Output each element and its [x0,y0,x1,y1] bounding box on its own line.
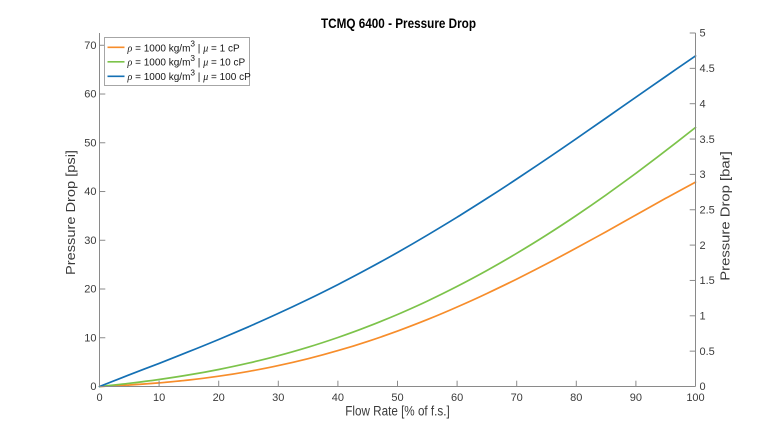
svg-text:4: 4 [700,98,706,110]
svg-text:60: 60 [451,392,463,404]
svg-text:50: 50 [84,138,96,150]
svg-text:60: 60 [84,89,96,101]
svg-text:20: 20 [213,392,225,404]
svg-text:ρ = 1000 kg/m3 | μ = 100 cP: ρ = 1000 kg/m3 | μ = 100 cP [127,67,252,83]
svg-text:ρ = 1000 kg/m3 | μ = 10 cP: ρ = 1000 kg/m3 | μ = 10 cP [127,53,246,69]
svg-text:0: 0 [700,381,706,393]
svg-text:30: 30 [84,235,96,247]
svg-text:90: 90 [630,392,642,404]
svg-text:5: 5 [700,28,706,40]
svg-text:70: 70 [511,392,523,404]
svg-text:10: 10 [153,392,165,404]
svg-text:50: 50 [391,392,403,404]
svg-text:70: 70 [84,40,96,52]
svg-text:1: 1 [700,311,706,323]
svg-text:40: 40 [84,186,96,198]
svg-text:3.5: 3.5 [700,134,715,146]
svg-text:2.5: 2.5 [700,205,715,217]
svg-text:4.5: 4.5 [700,63,715,75]
svg-text:3: 3 [700,169,706,181]
svg-text:Flow Rate [% of f.s.]: Flow Rate [% of f.s.] [345,403,450,418]
svg-text:10: 10 [84,333,96,345]
svg-text:40: 40 [332,392,344,404]
svg-text:0.5: 0.5 [700,346,715,358]
svg-text:30: 30 [272,392,284,404]
svg-text:100: 100 [686,392,704,404]
svg-text:0: 0 [90,381,96,393]
svg-text:ρ = 1000 kg/m3 | μ = 1 cP: ρ = 1000 kg/m3 | μ = 1 cP [127,39,240,55]
svg-text:2: 2 [700,240,706,252]
svg-text:20: 20 [84,284,96,296]
svg-text:1.5: 1.5 [700,275,715,287]
svg-text:TCMQ 6400 - Pressure Drop: TCMQ 6400 - Pressure Drop [321,15,476,31]
svg-text:80: 80 [570,392,582,404]
svg-text:0: 0 [96,392,102,404]
svg-text:Pressure Drop [psi]: Pressure Drop [psi] [63,150,78,275]
svg-text:Pressure Drop [bar]: Pressure Drop [bar] [718,151,733,281]
